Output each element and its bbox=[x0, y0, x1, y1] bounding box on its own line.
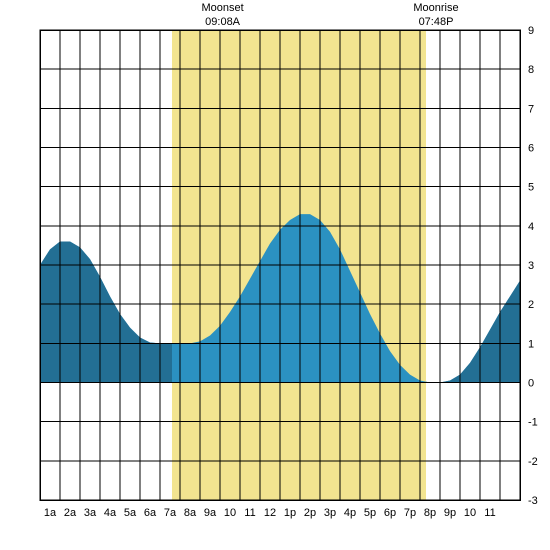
y-tick-label: 7 bbox=[528, 103, 534, 115]
x-tick-label: 6p bbox=[384, 507, 396, 519]
y-tick-label: 8 bbox=[528, 64, 534, 76]
x-tick-label: 2p bbox=[304, 507, 316, 519]
x-tick-label: 11 bbox=[484, 507, 495, 519]
y-tick-label: -1 bbox=[528, 417, 538, 429]
x-tick-label: 4a bbox=[104, 507, 117, 519]
x-tick-label: 9a bbox=[204, 507, 217, 519]
y-tick-label: 1 bbox=[528, 338, 534, 350]
x-tick-label: 5p bbox=[364, 507, 376, 519]
x-tick-label: 5a bbox=[124, 507, 137, 519]
x-tick-label: 9p bbox=[444, 507, 456, 519]
x-tick-label: 1p bbox=[284, 507, 296, 519]
x-tick-label: 4p bbox=[344, 507, 356, 519]
x-tick-label: 3a bbox=[84, 507, 97, 519]
x-tick-label: 12 bbox=[264, 507, 276, 519]
x-tick-label: 8a bbox=[184, 507, 197, 519]
x-tick-label: 10 bbox=[224, 507, 236, 519]
x-tick-label: 1a bbox=[44, 507, 57, 519]
y-tick-label: -3 bbox=[528, 495, 538, 507]
y-tick-label: 9 bbox=[528, 25, 534, 37]
x-tick-label: 7a bbox=[164, 507, 177, 519]
tide-chart: -3-2-101234567891a2a3a4a5a6a7a8a9a101112… bbox=[0, 0, 550, 550]
x-tick-label: 2a bbox=[64, 507, 77, 519]
y-tick-label: -2 bbox=[528, 456, 538, 468]
x-tick-label: 10 bbox=[464, 507, 476, 519]
y-tick-label: 3 bbox=[528, 260, 534, 272]
x-tick-label: 6a bbox=[144, 507, 157, 519]
x-tick-label: 11 bbox=[244, 507, 255, 519]
y-tick-label: 5 bbox=[528, 182, 534, 194]
y-tick-label: 4 bbox=[528, 221, 534, 233]
moonset-label: Moonset 09:08A bbox=[193, 2, 253, 30]
x-tick-label: 8p bbox=[424, 507, 436, 519]
moonrise-label: Moonrise 07:48P bbox=[406, 2, 466, 30]
x-tick-label: 7p bbox=[404, 507, 416, 519]
y-tick-label: 2 bbox=[528, 299, 534, 311]
x-tick-label: 3p bbox=[324, 507, 336, 519]
y-tick-label: 6 bbox=[528, 143, 534, 155]
y-tick-label: 0 bbox=[528, 378, 534, 390]
